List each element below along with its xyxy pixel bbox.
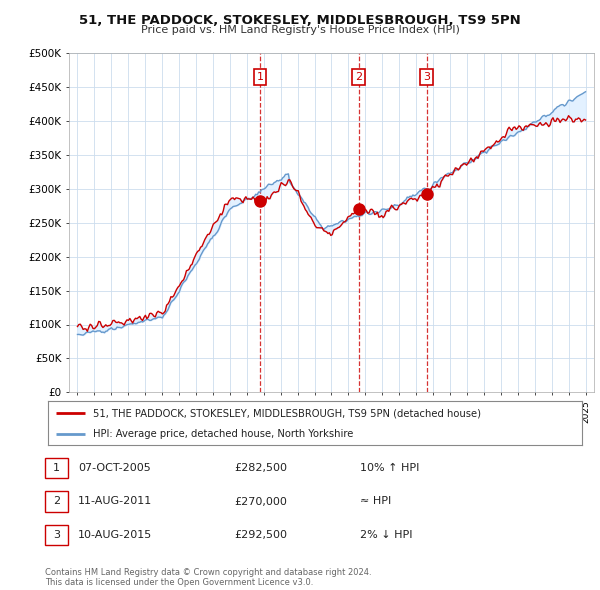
Text: Price paid vs. HM Land Registry's House Price Index (HPI): Price paid vs. HM Land Registry's House … [140, 25, 460, 35]
Text: £292,500: £292,500 [234, 530, 287, 540]
Text: 2: 2 [53, 497, 60, 506]
Text: HPI: Average price, detached house, North Yorkshire: HPI: Average price, detached house, Nort… [94, 428, 354, 438]
Text: 51, THE PADDOCK, STOKESLEY, MIDDLESBROUGH, TS9 5PN: 51, THE PADDOCK, STOKESLEY, MIDDLESBROUG… [79, 14, 521, 27]
Text: 3: 3 [423, 72, 430, 82]
Text: 11-AUG-2011: 11-AUG-2011 [78, 497, 152, 506]
Text: 3: 3 [53, 530, 60, 540]
Text: 07-OCT-2005: 07-OCT-2005 [78, 463, 151, 473]
Text: 10-AUG-2015: 10-AUG-2015 [78, 530, 152, 540]
Text: £282,500: £282,500 [234, 463, 287, 473]
Text: 2: 2 [355, 72, 362, 82]
Text: £270,000: £270,000 [234, 497, 287, 506]
Text: 2% ↓ HPI: 2% ↓ HPI [360, 530, 413, 540]
Text: 10% ↑ HPI: 10% ↑ HPI [360, 463, 419, 473]
Text: 1: 1 [53, 463, 60, 473]
Text: 51, THE PADDOCK, STOKESLEY, MIDDLESBROUGH, TS9 5PN (detached house): 51, THE PADDOCK, STOKESLEY, MIDDLESBROUG… [94, 408, 481, 418]
Text: 1: 1 [256, 72, 263, 82]
Text: Contains HM Land Registry data © Crown copyright and database right 2024.
This d: Contains HM Land Registry data © Crown c… [45, 568, 371, 587]
Text: ≈ HPI: ≈ HPI [360, 497, 391, 506]
